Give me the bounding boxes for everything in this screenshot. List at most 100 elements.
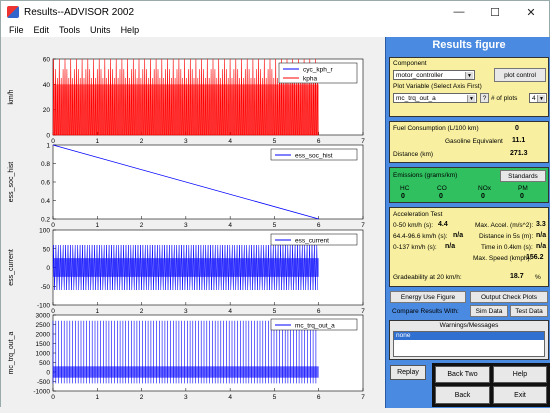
- window-title: Results--ADVISOR 2002: [24, 6, 135, 18]
- x-tick-label: 1: [95, 394, 99, 401]
- legend-entry: ess_soc_hist: [295, 153, 333, 160]
- x-tick-label: 5: [273, 308, 277, 315]
- menu-units[interactable]: Units: [90, 25, 111, 35]
- minimize-button[interactable]: —: [453, 6, 465, 18]
- help-question-button[interactable]: ?: [480, 93, 489, 103]
- replay-button[interactable]: Replay: [390, 365, 426, 380]
- fuel-value: 0: [515, 125, 519, 132]
- plot-variable-select[interactable]: mc_trq_out_a ▼: [393, 93, 477, 103]
- x-tick-label: 3: [184, 222, 188, 229]
- y-tick-label: 0: [46, 265, 50, 272]
- help-button[interactable]: Help: [493, 366, 547, 383]
- plot-variable-value: mc_trq_out_a: [396, 94, 436, 102]
- distance-label: Distance (km): [393, 151, 434, 158]
- x-tick-label: 7: [361, 222, 365, 229]
- back-two-button[interactable]: Back Two: [435, 366, 490, 383]
- legend-entry: mc_trq_out_a: [295, 323, 335, 330]
- test-data-button[interactable]: Test Data: [510, 305, 548, 317]
- standards-button[interactable]: Standards: [500, 170, 546, 182]
- y-tick-label: -50: [41, 284, 51, 291]
- gas-equiv-label: Gasoline Equivalent: [445, 138, 503, 145]
- y-tick-label: 100: [39, 228, 50, 235]
- back-button[interactable]: Back: [435, 386, 490, 404]
- num-plots-select[interactable]: 4 ▼: [529, 93, 547, 103]
- panel-title: Results figure: [432, 39, 506, 51]
- x-tick-label: 0: [51, 222, 55, 229]
- num-plots-label: # of plots: [491, 95, 518, 102]
- warnings-label: Warnings/Messages: [439, 322, 499, 329]
- x-tick-label: 2: [140, 394, 144, 401]
- max-speed-value: 156.2: [526, 254, 544, 261]
- title-bar: Results--ADVISOR 2002 — ☐ ✕: [1, 1, 549, 23]
- sim-data-button[interactable]: Sim Data: [470, 305, 508, 317]
- menu-help[interactable]: Help: [120, 25, 140, 35]
- acc-0-50-value: 4.4: [438, 221, 448, 228]
- output-check-button[interactable]: Output Check Plots: [470, 291, 548, 303]
- y-tick-label: 0.6: [41, 180, 50, 187]
- series-ess-current-band: [53, 258, 319, 277]
- component-select[interactable]: motor_controller ▼: [393, 70, 475, 80]
- emissions-label: Emissions (grams/km): [393, 172, 458, 179]
- x-tick-label: 7: [361, 394, 365, 401]
- max-speed-label: Max. Speed (kmph):: [473, 255, 532, 262]
- emis-header-hc: HC: [400, 185, 410, 192]
- x-tick-label: 6: [317, 394, 321, 401]
- emis-header-pm: PM: [518, 185, 528, 192]
- x-tick-label: 4: [228, 222, 232, 229]
- dist-5s-label: Distance in 5s (m):: [479, 233, 534, 240]
- x-tick-label: 3: [184, 308, 188, 315]
- distance-value: 271.3: [510, 150, 528, 157]
- y-tick-label: 20: [43, 107, 51, 114]
- warnings-list[interactable]: none: [393, 331, 545, 357]
- x-tick-label: 5: [273, 222, 277, 229]
- emis-header-co: CO: [437, 185, 447, 192]
- x-tick-label: 0: [51, 138, 55, 145]
- y-tick-label: 0.4: [41, 198, 50, 205]
- y-tick-label: -500: [37, 379, 50, 386]
- series-kpha-band: [53, 84, 319, 135]
- y-tick-label: 500: [39, 360, 50, 367]
- fuel-box: Fuel Consumption (L/100 km) 0 Gasoline E…: [389, 121, 549, 163]
- plot-control-button[interactable]: plot control: [494, 68, 546, 82]
- series-mc-trq: [52, 320, 317, 384]
- x-tick-label: 2: [140, 308, 144, 315]
- x-tick-label: 6: [317, 222, 321, 229]
- acceleration-box: Acceleration Test 0-50 km/h (s): 4.4 64.…: [389, 207, 549, 287]
- max-accel-label: Max. Accel. (m/s^2):: [475, 222, 534, 229]
- close-button[interactable]: ✕: [526, 6, 536, 19]
- warning-item[interactable]: none: [394, 332, 544, 340]
- menu-edit[interactable]: Edit: [33, 25, 50, 35]
- y-tick-label: 40: [43, 82, 51, 89]
- exit-button[interactable]: Exit: [493, 386, 547, 404]
- results-panel: Results figure Component motor_controlle…: [385, 37, 550, 408]
- y-tick-label: 0: [46, 133, 50, 140]
- y-tick-label: -1000: [33, 389, 50, 396]
- emis-value-pm: 0: [520, 193, 524, 200]
- x-tick-label: 1: [95, 308, 99, 315]
- y-tick-label: 2000: [36, 332, 51, 339]
- y-tick-label: 0: [46, 370, 50, 377]
- x-tick-label: 6: [317, 308, 321, 315]
- x-tick-label: 4: [228, 308, 232, 315]
- chevron-down-icon: ▼: [465, 72, 473, 79]
- emis-value-nox: 0: [481, 193, 485, 200]
- chevron-down-icon: ▼: [537, 95, 545, 102]
- fuel-label: Fuel Consumption (L/100 km): [393, 125, 479, 132]
- time-04-value: n/a: [536, 243, 547, 250]
- menu-file[interactable]: File: [9, 25, 24, 35]
- grade-value: 18.7: [510, 273, 524, 280]
- y-tick-label: -100: [37, 303, 50, 310]
- energy-use-button[interactable]: Energy Use Figure: [390, 291, 466, 303]
- acc-64-96-value: n/a: [453, 232, 464, 239]
- y-tick-label: 3000: [36, 313, 51, 320]
- x-tick-label: 5: [273, 394, 277, 401]
- y-tick-label: 2500: [36, 322, 51, 329]
- plot-area: 60 40 20 0 0 1 2 3 4 5 6 7 km/h cyc_kph_r kpha 1 0.8 0.6 0…: [1, 37, 385, 408]
- maximize-button[interactable]: ☐: [490, 6, 500, 19]
- y-axis-label: ess_current: [8, 249, 15, 286]
- x-tick-label: 3: [184, 138, 188, 145]
- gas-equiv-value: 11.1: [512, 137, 526, 144]
- menu-tools[interactable]: Tools: [59, 25, 81, 35]
